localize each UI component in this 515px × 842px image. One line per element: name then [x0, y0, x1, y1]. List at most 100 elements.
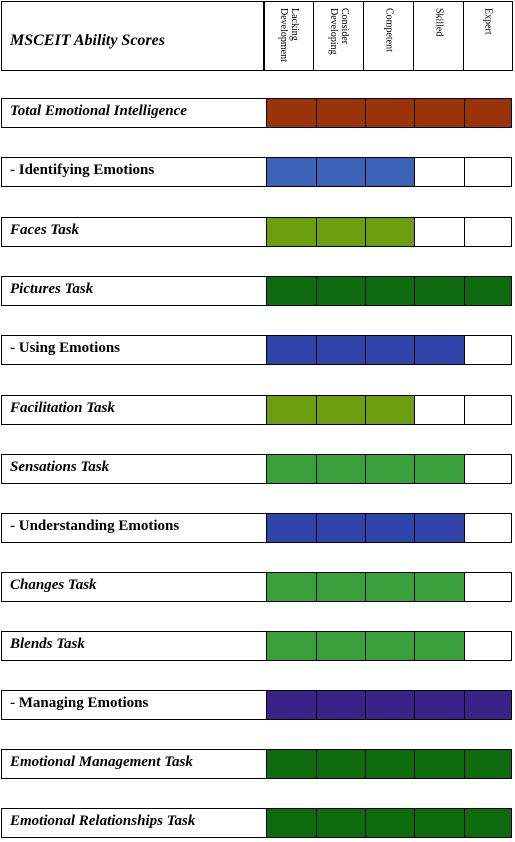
- score-bar-segment-filled: [365, 335, 415, 365]
- row-label: Blends Task: [10, 636, 85, 652]
- score-bar-segment-filled: [316, 157, 366, 187]
- score-bar-segment-filled: [414, 454, 465, 484]
- row-label: - Managing Emotions: [10, 695, 149, 711]
- score-bar-segment-filled: [266, 276, 317, 306]
- level-label-line: Lacking: [288, 8, 300, 41]
- score-bar-segment-empty: [464, 631, 512, 661]
- level-label-line: Consider: [338, 8, 350, 45]
- score-row: - Understanding Emotions: [1, 513, 513, 543]
- row-label-cell: Emotional Management Task: [1, 749, 269, 779]
- row-label-cell: Emotional Relationships Task: [1, 808, 269, 838]
- row-label-cell: - Understanding Emotions: [1, 513, 269, 543]
- row-label: Pictures Task: [10, 281, 94, 297]
- score-row: Pictures Task: [1, 276, 513, 306]
- row-label-cell: - Managing Emotions: [1, 690, 269, 720]
- score-bar-segment-filled: [266, 98, 317, 128]
- score-bar-segment-filled: [464, 808, 512, 838]
- score-bar-segment-filled: [266, 808, 317, 838]
- score-bar-segment-filled: [464, 98, 512, 128]
- score-bar-segment-filled: [316, 98, 366, 128]
- row-label-cell: Sensations Task: [1, 454, 269, 484]
- score-row: Emotional Relationships Task: [1, 808, 513, 838]
- level-header-cell: Skilled: [413, 1, 464, 71]
- score-bar-segment-filled: [316, 217, 366, 247]
- score-bar-segment-filled: [464, 690, 512, 720]
- score-bar-segment-filled: [414, 335, 465, 365]
- row-label-cell: Blends Task: [1, 631, 269, 661]
- score-row: Total Emotional Intelligence: [1, 98, 513, 128]
- score-bar-segment-filled: [464, 276, 512, 306]
- score-row: - Using Emotions: [1, 335, 513, 365]
- score-bar-segment-filled: [414, 98, 465, 128]
- score-bar-segment-filled: [316, 631, 366, 661]
- level-label-line: Expert: [482, 8, 494, 35]
- level-label: Consider Developing: [328, 8, 350, 55]
- score-row: - Identifying Emotions: [1, 157, 513, 187]
- score-bar-segment-filled: [316, 454, 366, 484]
- score-bar-segment-filled: [316, 690, 366, 720]
- score-bar-segment-filled: [365, 98, 415, 128]
- score-bar-segment-filled: [365, 454, 415, 484]
- score-bar-segment-empty: [464, 513, 512, 543]
- row-label: - Understanding Emotions: [10, 518, 180, 534]
- score-bar-segment-filled: [365, 808, 415, 838]
- row-label-cell: - Using Emotions: [1, 335, 269, 365]
- level-header-cell: Expert: [463, 1, 513, 71]
- row-label: Emotional Relationships Task: [10, 813, 196, 829]
- chart-title: MSCEIT Ability Scores: [10, 32, 165, 49]
- score-bar-segment-filled: [414, 513, 465, 543]
- row-label-cell: Faces Task: [1, 217, 269, 247]
- score-bar-segment-filled: [266, 690, 317, 720]
- level-label: Competent: [383, 8, 394, 52]
- score-bar-segment-filled: [316, 749, 366, 779]
- row-label-cell: Pictures Task: [1, 276, 269, 306]
- score-row: Faces Task: [1, 217, 513, 247]
- level-label: Skilled: [433, 8, 444, 36]
- row-label: - Identifying Emotions: [10, 162, 155, 178]
- score-bar-segment-filled: [414, 572, 465, 602]
- score-bar-segment-filled: [266, 513, 317, 543]
- row-label: Sensations Task: [10, 459, 110, 475]
- row-label: Changes Task: [10, 577, 97, 593]
- score-bar-segment-filled: [316, 395, 366, 425]
- score-bar-segment-filled: [414, 631, 465, 661]
- row-label: - Using Emotions: [10, 340, 121, 356]
- score-bar-segment-filled: [365, 690, 415, 720]
- score-bar-segment-filled: [464, 749, 512, 779]
- score-bar-segment-filled: [266, 395, 317, 425]
- score-bar-segment-filled: [316, 808, 366, 838]
- score-row: Facilitation Task: [1, 395, 513, 425]
- score-bar-segment-empty: [414, 395, 465, 425]
- score-bar-segment-filled: [414, 690, 465, 720]
- level-label-line: Competent: [383, 8, 394, 52]
- score-row: Changes Task: [1, 572, 513, 602]
- score-bar-segment-filled: [266, 335, 317, 365]
- score-bar-segment-filled: [414, 276, 465, 306]
- level-header-cell: Competent: [363, 1, 414, 71]
- row-label-cell: - Identifying Emotions: [1, 157, 269, 187]
- level-header-cell: Lacking Development: [263, 1, 314, 71]
- score-bar-segment-filled: [365, 157, 415, 187]
- level-label-line: Development: [277, 8, 289, 62]
- score-bar-segment-empty: [464, 217, 512, 247]
- level-label-line: Skilled: [433, 8, 444, 37]
- score-bar-segment-empty: [464, 335, 512, 365]
- score-bar-segment-filled: [365, 395, 415, 425]
- row-label: Total Emotional Intelligence: [10, 103, 187, 119]
- row-label: Emotional Management Task: [10, 754, 193, 770]
- score-bar-segment-empty: [414, 157, 465, 187]
- score-row: Blends Task: [1, 631, 513, 661]
- score-bar-segment-filled: [316, 513, 366, 543]
- row-label-cell: Total Emotional Intelligence: [1, 98, 269, 128]
- level-label: Expert: [483, 8, 494, 35]
- score-bar-segment-filled: [414, 808, 465, 838]
- score-bar-segment-filled: [266, 631, 317, 661]
- score-bar-segment-empty: [464, 454, 512, 484]
- score-row: Sensations Task: [1, 454, 513, 484]
- score-bar-segment-filled: [266, 157, 317, 187]
- score-bar-segment-filled: [316, 335, 366, 365]
- row-label-cell: Changes Task: [1, 572, 269, 602]
- score-bar-segment-empty: [464, 572, 512, 602]
- level-header-cell: Consider Developing: [313, 1, 364, 71]
- level-label: Lacking Development: [278, 8, 300, 62]
